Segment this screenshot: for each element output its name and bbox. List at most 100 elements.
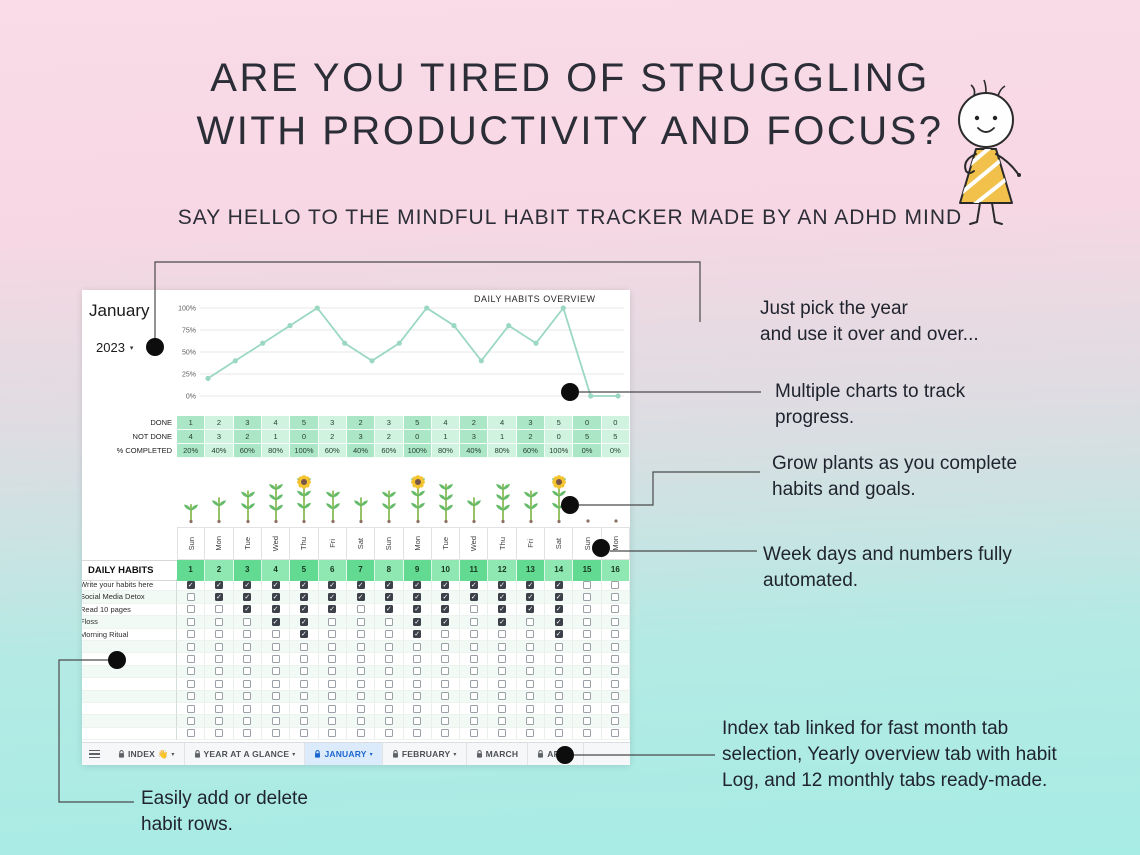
sheet-tab-february[interactable]: FEBRUARY ▾ [383,743,467,765]
habit-checkbox[interactable] [328,630,337,639]
habit-checkbox[interactable]: ✓ [441,580,450,589]
habit-checkbox[interactable] [469,655,478,664]
year-dropdown[interactable]: 2023 ▾ [96,340,133,355]
habit-checkbox[interactable]: ✓ [356,580,365,589]
habit-checkbox[interactable]: ✓ [441,593,450,602]
habit-checkbox[interactable] [214,617,223,626]
habit-checkbox[interactable] [526,679,535,688]
habit-checkbox[interactable]: ✓ [356,593,365,602]
habit-checkbox[interactable]: ✓ [413,617,422,626]
habit-checkbox[interactable] [299,716,308,725]
habit-checkbox[interactable] [554,692,563,701]
habit-checkbox[interactable] [356,642,365,651]
habit-checkbox[interactable] [271,729,280,738]
habit-checkbox[interactable] [526,617,535,626]
habit-checkbox[interactable]: ✓ [554,605,563,614]
habit-checkbox[interactable] [583,716,592,725]
habit-checkbox[interactable] [441,704,450,713]
habit-name-cell[interactable] [82,715,177,728]
habit-checkbox[interactable]: ✓ [186,580,195,589]
habit-checkbox[interactable] [583,667,592,676]
sheet-tab-march[interactable]: MARCH [467,743,529,765]
habit-checkbox[interactable] [611,692,620,701]
habit-checkbox[interactable]: ✓ [469,593,478,602]
habit-checkbox[interactable] [611,667,620,676]
habit-checkbox[interactable] [186,679,195,688]
habit-checkbox[interactable] [356,704,365,713]
habit-checkbox[interactable] [526,642,535,651]
habit-checkbox[interactable] [328,655,337,664]
habit-checkbox[interactable] [469,605,478,614]
habit-checkbox[interactable] [186,667,195,676]
habit-checkbox[interactable]: ✓ [271,580,280,589]
habit-checkbox[interactable] [469,642,478,651]
habit-checkbox[interactable] [271,642,280,651]
habit-checkbox[interactable] [583,580,592,589]
habit-checkbox[interactable] [384,729,393,738]
habit-checkbox[interactable]: ✓ [243,605,252,614]
habit-checkbox[interactable] [243,655,252,664]
habit-checkbox[interactable] [583,729,592,738]
habit-checkbox[interactable] [243,667,252,676]
habit-checkbox[interactable] [554,642,563,651]
habit-name-cell[interactable] [82,653,177,666]
habit-checkbox[interactable] [526,729,535,738]
habit-name-cell[interactable]: Morning Ritual [82,628,177,641]
habit-checkbox[interactable] [469,716,478,725]
habit-checkbox[interactable] [243,642,252,651]
habit-checkbox[interactable]: ✓ [526,593,535,602]
habit-checkbox[interactable] [441,667,450,676]
habit-checkbox[interactable] [186,593,195,602]
habit-checkbox[interactable] [583,593,592,602]
habit-checkbox[interactable] [328,679,337,688]
habit-name-cell[interactable]: Social Media Detox [82,591,177,604]
habit-checkbox[interactable] [498,655,507,664]
habit-checkbox[interactable] [583,605,592,614]
habit-checkbox[interactable] [611,605,620,614]
habit-checkbox[interactable]: ✓ [498,605,507,614]
habit-checkbox[interactable] [243,729,252,738]
habit-checkbox[interactable] [441,716,450,725]
habit-checkbox[interactable] [413,655,422,664]
habit-checkbox[interactable]: ✓ [526,605,535,614]
habit-checkbox[interactable] [611,617,620,626]
habit-name-cell[interactable] [82,702,177,716]
habit-checkbox[interactable] [498,642,507,651]
habit-checkbox[interactable]: ✓ [413,630,422,639]
menu-icon[interactable] [89,749,100,759]
habit-checkbox[interactable] [469,630,478,639]
habit-checkbox[interactable] [356,617,365,626]
habit-checkbox[interactable] [498,729,507,738]
habit-checkbox[interactable] [413,667,422,676]
habit-checkbox[interactable] [328,642,337,651]
habit-checkbox[interactable] [554,716,563,725]
habit-checkbox[interactable] [214,667,223,676]
habit-checkbox[interactable] [186,605,195,614]
habit-checkbox[interactable]: ✓ [299,617,308,626]
habit-checkbox[interactable]: ✓ [299,580,308,589]
habit-checkbox[interactable] [583,617,592,626]
habit-checkbox[interactable] [299,679,308,688]
habit-checkbox[interactable] [526,704,535,713]
habit-checkbox[interactable] [441,630,450,639]
habit-checkbox[interactable] [186,692,195,701]
habit-checkbox[interactable] [469,729,478,738]
habit-checkbox[interactable] [356,729,365,738]
habit-checkbox[interactable]: ✓ [271,605,280,614]
habit-checkbox[interactable] [611,716,620,725]
habit-checkbox[interactable] [186,704,195,713]
habit-checkbox[interactable] [583,642,592,651]
habit-checkbox[interactable] [384,679,393,688]
habit-checkbox[interactable] [271,704,280,713]
habit-checkbox[interactable] [498,716,507,725]
habit-checkbox[interactable] [526,716,535,725]
habit-checkbox[interactable] [186,716,195,725]
habit-checkbox[interactable]: ✓ [328,580,337,589]
habit-checkbox[interactable]: ✓ [384,580,393,589]
habit-checkbox[interactable] [356,716,365,725]
habit-checkbox[interactable] [469,667,478,676]
habit-checkbox[interactable] [243,704,252,713]
habit-checkbox[interactable] [554,704,563,713]
habit-checkbox[interactable]: ✓ [554,593,563,602]
habit-checkbox[interactable]: ✓ [271,593,280,602]
